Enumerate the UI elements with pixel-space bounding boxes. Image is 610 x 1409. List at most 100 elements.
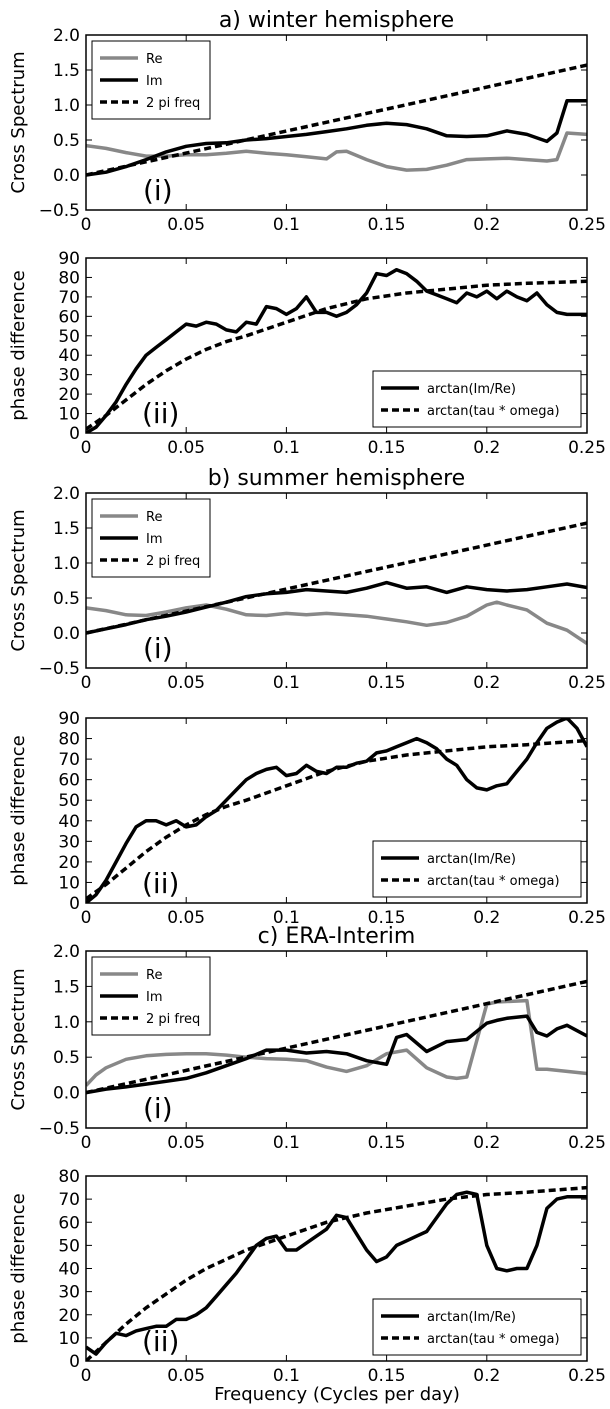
series-line-2-pi-freq	[86, 979, 587, 1095]
y-axis-label: phase difference	[8, 735, 29, 885]
chart-title: a) winter hemisphere	[219, 8, 454, 33]
y-tick-label: 2.0	[53, 26, 80, 46]
series-line-re	[86, 600, 587, 645]
y-tick-label: 90	[58, 709, 80, 729]
x-tick-label: 0	[81, 1133, 92, 1153]
plot-frame	[85, 1175, 588, 1362]
x-tick-label: 0.25	[568, 215, 606, 235]
series-line-im	[86, 580, 587, 635]
legend: arctan(Im/Re) arctan(tau * omega)	[372, 1298, 582, 1356]
x-tick-label: 0.2	[473, 1366, 500, 1386]
y-tick-label: 70	[58, 288, 80, 308]
y-tick-label: 1.5	[53, 519, 80, 539]
y-tick-label: −0.5	[39, 659, 80, 679]
x-tick-label: 0	[81, 1366, 92, 1386]
chart-panel-2: phase difference 0 0.05 0.1 0.15 0.2 0.25 01020…	[8, 249, 606, 458]
y-tick-label: 60	[58, 1213, 80, 1233]
y-tick-label: 0	[69, 1352, 80, 1372]
y-tick-label: 0.0	[53, 1084, 80, 1104]
legend-label: 2 pi freq	[146, 554, 200, 569]
y-axis-label: phase difference	[8, 270, 29, 420]
y-tick-label: 30	[58, 366, 80, 386]
y-tick-label: 50	[58, 791, 80, 811]
y-tick-label: 60	[58, 771, 80, 791]
x-tick-label: 0.2	[473, 908, 500, 928]
x-tick-label: 0.2	[473, 1133, 500, 1153]
legend: Re Im 2 pi freq	[91, 956, 211, 1036]
legend-label: Re	[146, 968, 162, 983]
y-tick-label: 60	[58, 307, 80, 327]
y-tick-label: 40	[58, 812, 80, 832]
y-tick-label: 0	[69, 424, 80, 444]
y-tick-label: 1.5	[53, 977, 80, 997]
x-tick-label: 0.15	[368, 438, 406, 458]
x-tick-label: 0.05	[167, 908, 205, 928]
chart-panel-4: phase difference 0 0.05 0.1 0.15 0.2 0.25 01020…	[8, 709, 606, 928]
series-line-2-pi-freq	[86, 63, 587, 177]
y-tick-label: 90	[58, 249, 80, 269]
y-tick-label: 0.5	[53, 1048, 80, 1068]
legend-label: Im	[146, 74, 163, 89]
y-axis-label: Cross Spectrum	[8, 51, 29, 193]
x-tick-label: 0.15	[368, 1133, 406, 1153]
panel-tag: (i)	[143, 632, 173, 665]
series-line-im	[86, 1014, 587, 1095]
y-tick-label: 1.5	[53, 61, 80, 81]
legend-label: arctan(tau * omega)	[427, 874, 560, 889]
legend-label: arctan(Im/Re)	[427, 852, 516, 867]
x-tick-label: 0	[81, 908, 92, 928]
x-tick-label: 0	[81, 438, 92, 458]
x-tick-label: 0.1	[273, 1366, 300, 1386]
y-tick-label: 0	[69, 894, 80, 914]
y-tick-label: 10	[58, 1329, 80, 1349]
x-tick-label: 0	[81, 673, 92, 693]
y-axis-label: phase difference	[8, 1193, 29, 1343]
chart-title: c) ERA-Interim	[258, 924, 416, 949]
x-tick-label: 0.15	[368, 215, 406, 235]
y-tick-label: 20	[58, 385, 80, 405]
panel-tag: (i)	[143, 1092, 173, 1125]
y-tick-label: 20	[58, 1306, 80, 1326]
y-tick-label: 1.0	[53, 554, 80, 574]
legend-label: 2 pi freq	[146, 96, 200, 111]
x-tick-label: 0.1	[273, 215, 300, 235]
panel-tag: (ii)	[142, 397, 179, 430]
legend-label: arctan(Im/Re)	[427, 382, 516, 397]
x-tick-label: 0.25	[568, 1366, 606, 1386]
y-tick-label: 70	[58, 750, 80, 770]
x-tick-label: 0.05	[167, 1366, 205, 1386]
plot-frame	[85, 950, 588, 1129]
x-tick-label: 0.1	[273, 438, 300, 458]
y-tick-label: 2.0	[53, 484, 80, 504]
y-tick-label: 0.5	[53, 131, 80, 151]
legend-box	[372, 370, 582, 428]
panel-tag: (ii)	[142, 1325, 179, 1358]
x-tick-label: 0.15	[368, 673, 406, 693]
legend-label: 2 pi freq	[146, 1012, 200, 1027]
x-tick-label: 0.25	[568, 1133, 606, 1153]
legend: arctan(Im/Re) arctan(tau * omega)	[372, 370, 582, 428]
legend-label: Im	[146, 532, 163, 547]
legend: arctan(Im/Re) arctan(tau * omega)	[372, 840, 582, 898]
y-tick-label: 70	[58, 1190, 80, 1210]
plot-frame	[85, 34, 588, 211]
plot-frame	[85, 492, 588, 669]
y-tick-label: 0.0	[53, 166, 80, 186]
chart-title: b) summer hemisphere	[208, 466, 465, 491]
series-line-arctan-tau-omega	[86, 1185, 587, 1361]
y-tick-label: 80	[58, 730, 80, 750]
legend-label: Im	[146, 990, 163, 1005]
x-tick-label: 0	[81, 215, 92, 235]
x-tick-label: 0.2	[473, 215, 500, 235]
series-line-re	[86, 998, 587, 1087]
plot-frame	[85, 257, 588, 434]
x-tick-label: 0.25	[568, 673, 606, 693]
y-tick-label: 20	[58, 853, 80, 873]
x-tick-label: 0.05	[167, 1133, 205, 1153]
legend-label: arctan(tau * omega)	[427, 404, 560, 419]
legend-label: Re	[146, 510, 162, 525]
y-tick-label: 2.0	[53, 942, 80, 962]
series-line-arctan-tau-omega	[86, 738, 587, 901]
